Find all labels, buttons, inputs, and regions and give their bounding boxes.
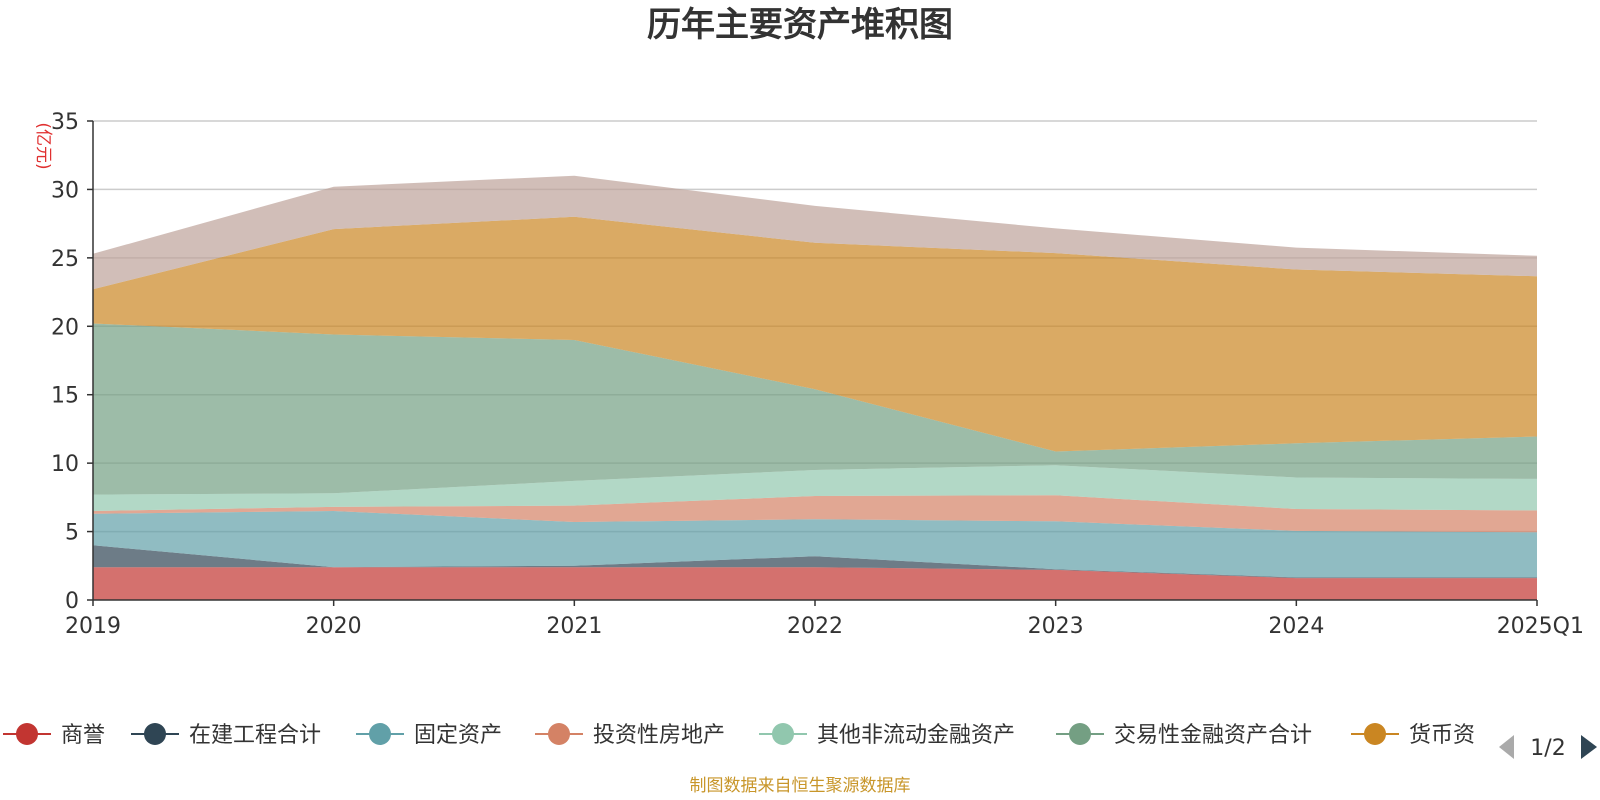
y-tick-label: 10 bbox=[51, 452, 79, 477]
legend-marker bbox=[1364, 723, 1386, 745]
legend-item[interactable]: 交易性金融资产合计 bbox=[1056, 723, 1312, 748]
legend-item[interactable]: 其他非流动金融资产 bbox=[759, 723, 1015, 748]
legend-page-indicator: 1/2 bbox=[1530, 736, 1565, 761]
legend-marker bbox=[772, 723, 794, 745]
legend-pager: 1/2 bbox=[1499, 735, 1597, 761]
legend-marker bbox=[1069, 723, 1091, 745]
legend-label: 固定资产 bbox=[414, 723, 502, 748]
legend-item[interactable]: 投资性房地产 bbox=[535, 723, 725, 748]
triangle-right-icon[interactable] bbox=[1581, 735, 1597, 759]
legend-marker bbox=[548, 723, 570, 745]
legend-label: 货币资 bbox=[1409, 723, 1475, 748]
legend-label: 交易性金融资产合计 bbox=[1114, 723, 1312, 748]
x-tick-label: 2024 bbox=[1268, 614, 1324, 639]
legend-label: 投资性房地产 bbox=[593, 723, 725, 748]
y-tick-label: 15 bbox=[51, 384, 79, 409]
legend-item[interactable]: 商誉 bbox=[3, 723, 105, 748]
legend-label: 在建工程合计 bbox=[189, 723, 321, 748]
area-series-4 bbox=[93, 495, 1537, 533]
y-tick-label: 35 bbox=[51, 110, 79, 135]
legend-item[interactable]: 在建工程合计 bbox=[131, 723, 321, 748]
x-tick-label: 2022 bbox=[787, 614, 843, 639]
area-series-3 bbox=[93, 511, 1537, 578]
y-tick-label: 5 bbox=[65, 521, 79, 546]
x-tick-label: 2019 bbox=[65, 614, 121, 639]
area-layers bbox=[93, 175, 1537, 600]
legend-marker bbox=[369, 723, 391, 745]
y-tick-labels: 0 5 10 15 20 25 30 35 bbox=[51, 110, 79, 614]
x-tick-label: 2025Q1 bbox=[1497, 614, 1584, 639]
area-series-5 bbox=[93, 465, 1537, 511]
x-tick-label: 2023 bbox=[1028, 614, 1084, 639]
triangle-left-icon[interactable] bbox=[1499, 735, 1514, 759]
legend-marker bbox=[16, 723, 38, 745]
area-series-6 bbox=[93, 323, 1537, 495]
y-tick-label: 25 bbox=[51, 247, 79, 272]
area-series-1 bbox=[93, 567, 1537, 600]
x-tick-label: 2020 bbox=[306, 614, 362, 639]
legend-marker bbox=[144, 723, 166, 745]
x-tick-label: 2021 bbox=[546, 614, 602, 639]
y-tick-label: 0 bbox=[65, 589, 79, 614]
x-tick-labels: 2019 2020 2021 2022 2023 2024 2025Q1 bbox=[65, 614, 1584, 639]
axes bbox=[87, 120, 1538, 606]
y-tick-label: 20 bbox=[51, 315, 79, 340]
legend-label: 其他非流动金融资产 bbox=[817, 723, 1015, 748]
legend-item[interactable]: 货币资 bbox=[1351, 723, 1475, 748]
chart-title: 历年主要资产堆积图 bbox=[647, 5, 953, 45]
area-series-2 bbox=[93, 545, 1537, 579]
legend-item[interactable]: 固定资产 bbox=[356, 723, 502, 748]
legend-label: 商誉 bbox=[61, 723, 105, 748]
legend: 商誉 在建工程合计 固定资产 投资性房地产 其他非流动金融资产 交易性金融资产合计 货币资 bbox=[3, 723, 1475, 748]
data-source-note: 制图数据来自恒生聚源数据库 bbox=[690, 776, 911, 796]
area-series-7 bbox=[93, 216, 1537, 452]
y-axis-unit: (亿元) bbox=[33, 122, 53, 169]
area-series-8 bbox=[93, 175, 1537, 290]
y-tick-label: 30 bbox=[51, 178, 79, 203]
